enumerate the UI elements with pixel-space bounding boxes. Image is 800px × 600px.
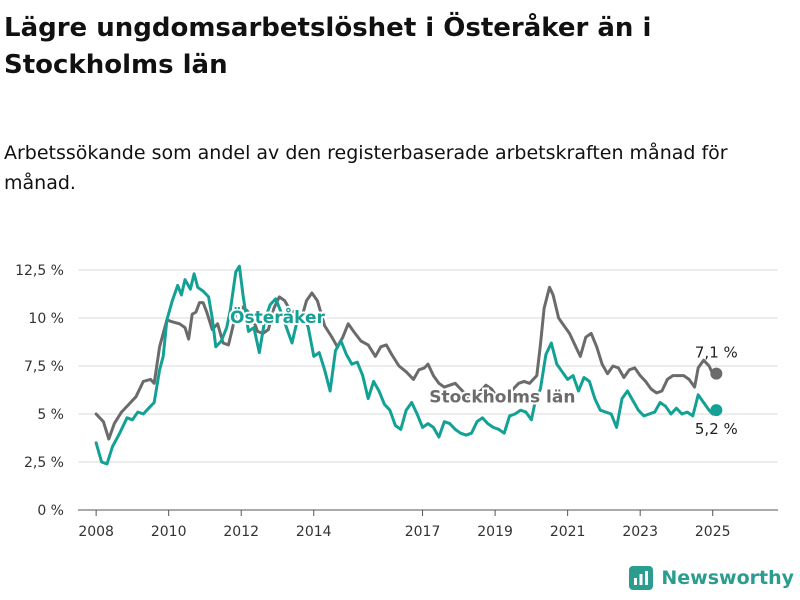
line-chart: 0 % 2,5 % 5 % 7,5 % 10 % 12,5 % 2008 2010 2012 20…: [15, 263, 778, 540]
series-label: Österåker: [230, 306, 325, 328]
x-tick-label: 2010: [151, 524, 187, 540]
brand-name: Newsworthy: [661, 567, 794, 589]
x-tick-label: 2012: [223, 524, 259, 540]
chart-title: Lägre ungdomsarbetslöshet i Österåker än…: [4, 13, 652, 80]
x-tick-label: 2014: [296, 524, 332, 540]
y-tick-label: 5 %: [37, 407, 64, 423]
newsworthy-logo: Newsworthy: [629, 562, 794, 594]
x-tick-label: 2017: [405, 524, 441, 540]
axes: 0 % 2,5 % 5 % 7,5 % 10 % 12,5 % 2008 2010 2012 20…: [15, 263, 730, 540]
x-tick-label: 2019: [477, 524, 513, 540]
series-line-österåker: [94, 264, 718, 466]
bar-chart-logo-icon: [629, 566, 654, 590]
y-tick-label: 2,5 %: [24, 455, 64, 471]
y-tick-label: 12,5 %: [15, 263, 64, 279]
series-line-stockholms-län: [94, 285, 718, 441]
x-tick-label: 2021: [550, 524, 586, 540]
series-labels: 7,1 % 5,2 % Österåker Stockholms län: [228, 304, 738, 438]
end-value-label-stockholm: 7,1 %: [695, 344, 738, 362]
x-tick-label: 2025: [695, 524, 731, 540]
series: [94, 264, 723, 466]
y-tick-label: 10 %: [28, 311, 64, 327]
series-label: Stockholms län: [429, 387, 575, 407]
chart-subtitle: Arbetssökande som andel av den registerb…: [4, 142, 728, 194]
x-tick-label: 2023: [622, 524, 658, 540]
end-point-stockholms-län: [710, 367, 723, 380]
x-tick-label: 2008: [78, 524, 114, 540]
end-value-label-osteraker: 5,2 %: [695, 420, 738, 438]
end-point-österåker: [710, 404, 723, 417]
gridlines: [78, 269, 778, 511]
y-tick-label: 7,5 %: [24, 359, 64, 375]
y-tick-label: 0 %: [37, 503, 64, 519]
